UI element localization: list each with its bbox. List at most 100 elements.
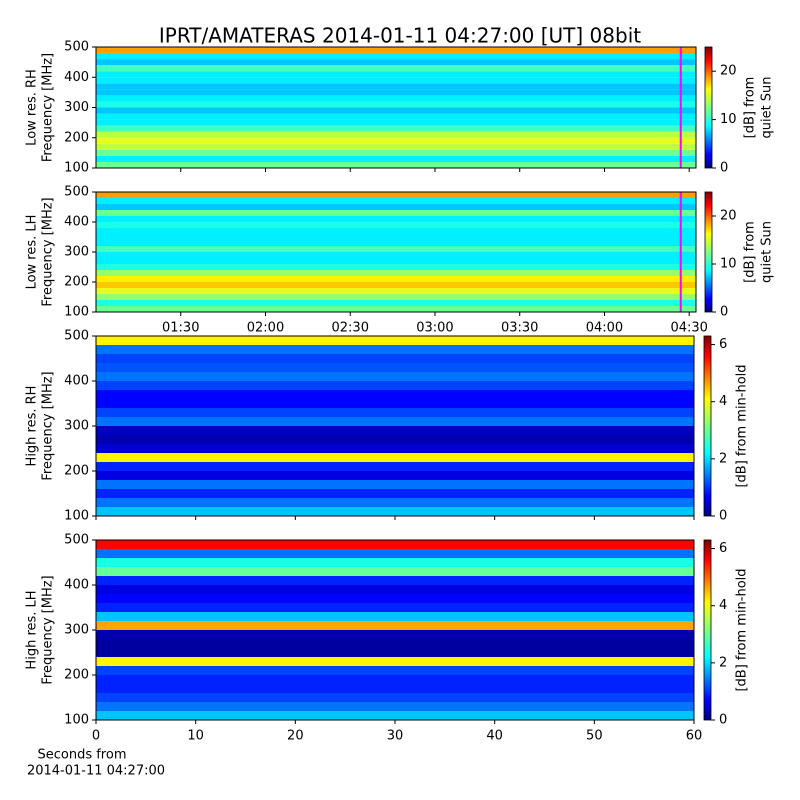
colorbar bbox=[703, 335, 712, 517]
heatmap-cell bbox=[96, 276, 696, 282]
x-tick-label: 01:30 bbox=[162, 321, 199, 336]
heatmap-cell bbox=[96, 648, 694, 657]
colorbar-tick-label: 4 bbox=[719, 394, 727, 409]
x-tick-label: 30 bbox=[387, 729, 404, 744]
heatmap-cell bbox=[96, 288, 696, 294]
colorbar-tick-label: 0 bbox=[720, 305, 728, 320]
y-tick-label: 200 bbox=[64, 668, 89, 683]
heatmap-cell bbox=[96, 399, 694, 408]
heatmap-cell bbox=[96, 222, 696, 228]
colorbar-tick-label: 20 bbox=[720, 64, 737, 79]
heatmap-cell bbox=[96, 149, 696, 156]
colorbar-tick-label: 6 bbox=[719, 541, 727, 556]
heatmap-cell bbox=[96, 471, 694, 480]
heatmap-cell bbox=[96, 345, 694, 354]
heatmap-cell bbox=[96, 630, 694, 639]
colorbar-tick-label: 10 bbox=[720, 257, 737, 272]
heatmap-cell bbox=[96, 252, 696, 258]
heatmap-cell bbox=[96, 83, 696, 90]
heatmap-cell bbox=[96, 498, 694, 507]
y-axis-label: Low res. LH bbox=[25, 215, 40, 290]
x-tick-label: 04:00 bbox=[586, 321, 623, 336]
x-tick-label: 0 bbox=[92, 729, 100, 744]
heatmap-cell bbox=[96, 363, 694, 372]
y-tick-label: 300 bbox=[64, 100, 89, 115]
x-tick-label: 50 bbox=[586, 729, 603, 744]
x-tick-label: 02:30 bbox=[332, 321, 369, 336]
colorbar-tick-label: 10 bbox=[720, 112, 737, 127]
x-axis-label: 2014-01-11 04:27:00 bbox=[27, 764, 165, 779]
y-tick-label: 400 bbox=[64, 374, 89, 389]
y-tick-label: 400 bbox=[64, 578, 89, 593]
colorbar-label: [dB] from bbox=[743, 221, 758, 283]
heatmap-cell bbox=[96, 711, 694, 720]
heatmap-cell bbox=[96, 59, 696, 66]
heatmap-cell bbox=[96, 210, 696, 216]
y-tick-label: 100 bbox=[64, 305, 89, 320]
heatmap-cell bbox=[96, 228, 696, 234]
y-tick-label: 100 bbox=[64, 509, 89, 524]
y-tick-label: 300 bbox=[64, 623, 89, 638]
heatmap-cell bbox=[96, 198, 696, 204]
x-tick-label: 02:00 bbox=[247, 321, 284, 336]
x-tick-label: 60 bbox=[686, 729, 703, 744]
y-tick-label: 100 bbox=[64, 161, 89, 176]
y-axis-label: Low res. RH bbox=[25, 69, 40, 146]
y-tick-label: 400 bbox=[64, 215, 89, 230]
heatmap-cell bbox=[96, 89, 696, 96]
colorbar bbox=[704, 46, 713, 169]
heatmap-cell bbox=[96, 125, 696, 132]
y-axis-label: Frequency [MHz] bbox=[41, 53, 56, 162]
heatmap-cell bbox=[96, 65, 696, 72]
colorbar-tick-label: 0 bbox=[720, 161, 728, 176]
heatmap-cell bbox=[96, 155, 696, 162]
x-axis-label: Seconds from bbox=[37, 748, 126, 763]
heatmap-cell bbox=[96, 306, 696, 312]
colorbar-label: [dB] from bbox=[743, 77, 758, 139]
heatmap-cell bbox=[96, 507, 694, 516]
colorbar-tick-label: 4 bbox=[719, 598, 727, 613]
y-tick-label: 100 bbox=[64, 713, 89, 728]
x-tick-label: 40 bbox=[486, 729, 503, 744]
heatmap-cell bbox=[96, 576, 694, 585]
colorbar-tick-label: 2 bbox=[719, 451, 727, 466]
heatmap-cell bbox=[96, 234, 696, 240]
heatmap-cell bbox=[96, 612, 694, 621]
heatmap-cell bbox=[96, 417, 694, 426]
heatmap-cell bbox=[96, 119, 696, 126]
heatmap-cell bbox=[96, 435, 694, 444]
heatmap-cell bbox=[96, 426, 694, 435]
heatmap-cell bbox=[96, 390, 694, 399]
colorbar-tick-label: 20 bbox=[720, 209, 737, 224]
colorbar-label: quiet Sun bbox=[760, 221, 775, 283]
heatmap-cell bbox=[96, 240, 696, 246]
heatmap-cell bbox=[96, 675, 694, 684]
heatmap-cell bbox=[96, 47, 696, 54]
x-tick-label: 04:30 bbox=[670, 321, 707, 336]
heatmap-cell bbox=[96, 666, 694, 675]
y-axis-label: Frequency [MHz] bbox=[41, 575, 56, 684]
heatmap-cell bbox=[96, 300, 696, 306]
heatmap-cell bbox=[96, 53, 696, 60]
heatmap-cell bbox=[96, 480, 694, 489]
heatmap-cell bbox=[96, 270, 696, 276]
heatmap-cell bbox=[96, 408, 694, 417]
heatmap-cell bbox=[96, 204, 696, 210]
colorbar-tick-label: 0 bbox=[719, 713, 727, 728]
heatmap-cell bbox=[96, 101, 696, 108]
y-tick-label: 500 bbox=[64, 40, 89, 55]
heatmap-cell bbox=[96, 621, 694, 630]
heatmap-cell bbox=[96, 657, 694, 666]
heatmap-cell bbox=[96, 95, 696, 102]
heatmap-cell bbox=[96, 216, 696, 222]
colorbar-label: quiet Sun bbox=[760, 76, 775, 138]
x-tick-label: 10 bbox=[187, 729, 204, 744]
heatmap-cell bbox=[96, 143, 696, 150]
y-axis-label: Frequency [MHz] bbox=[41, 371, 56, 480]
heatmap-cell bbox=[96, 77, 696, 84]
heatmap-cell bbox=[96, 372, 694, 381]
y-tick-label: 200 bbox=[64, 130, 89, 145]
y-axis-label: High res. RH bbox=[25, 386, 40, 467]
heatmap-cell bbox=[96, 246, 696, 252]
heatmap-cell bbox=[96, 453, 694, 462]
